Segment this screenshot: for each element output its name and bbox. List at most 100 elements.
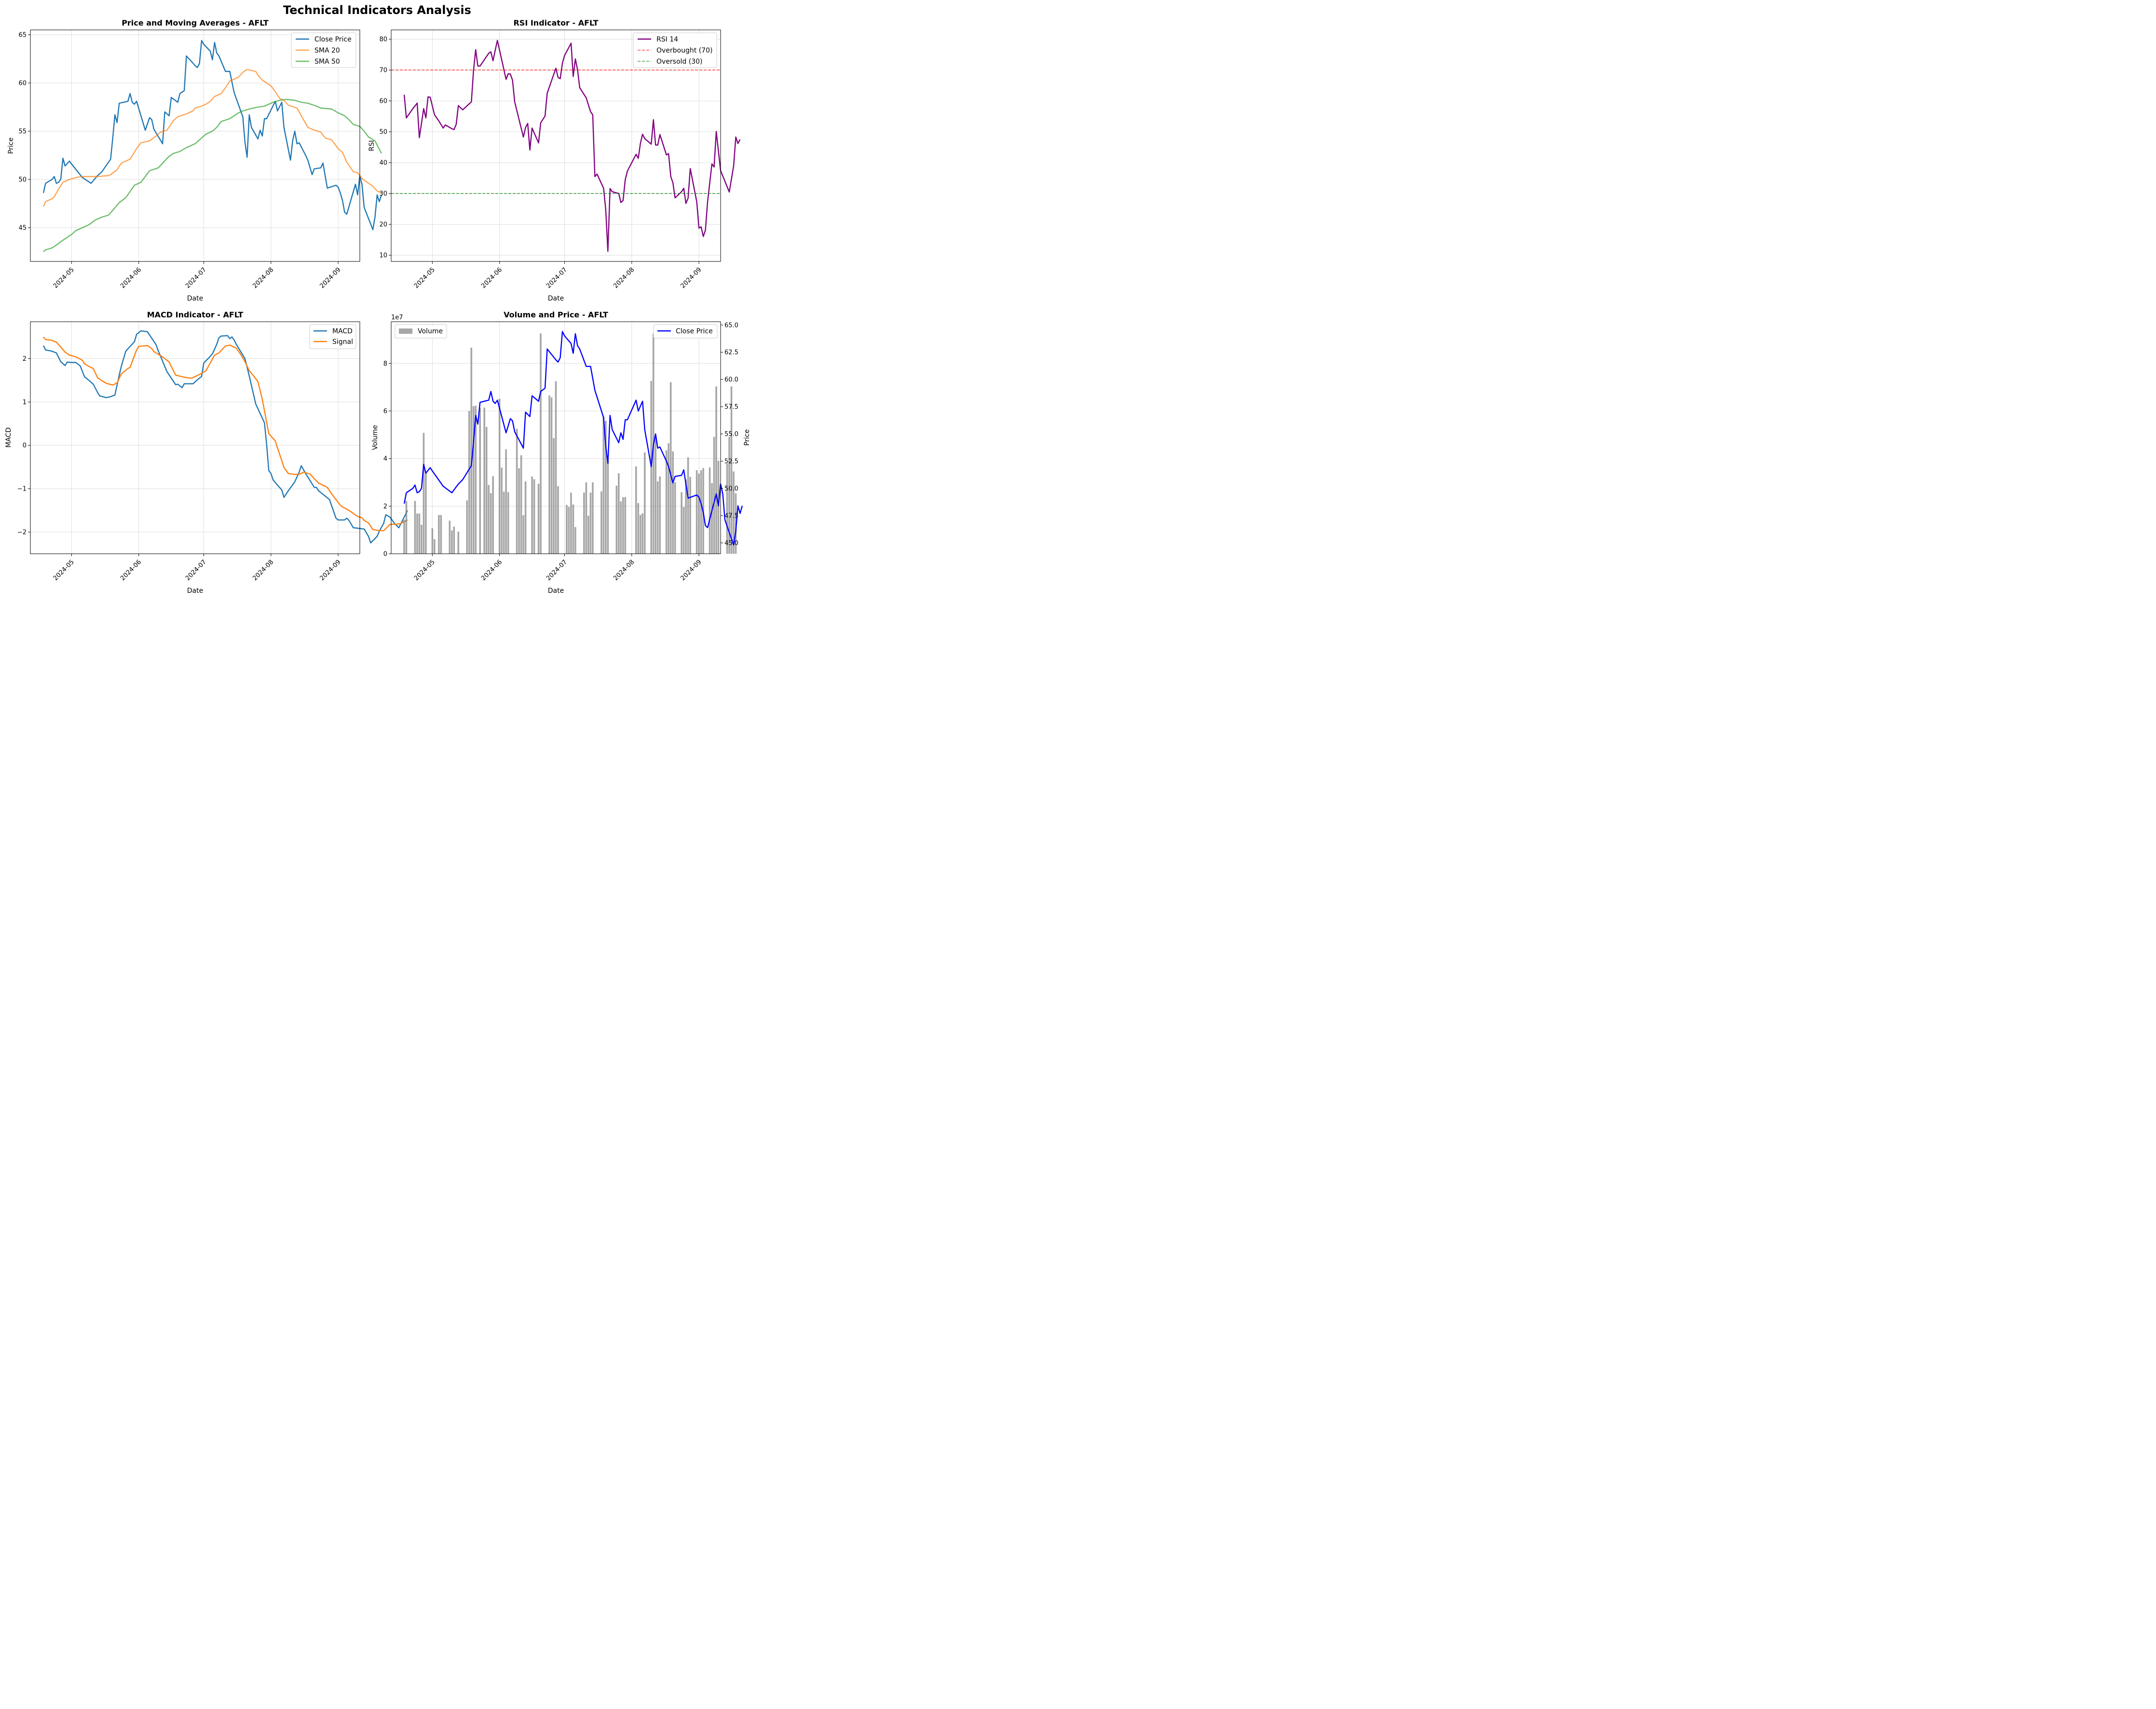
volume-bar <box>405 501 408 554</box>
price-ma-title: Price and Moving Averages - AFLT <box>122 18 269 27</box>
volume-bar <box>585 482 587 554</box>
price-right-ytick-label: 52.5 <box>724 458 738 465</box>
volume-bar <box>472 406 475 554</box>
price-ma-legend-box <box>291 32 356 68</box>
price-ytick-label: 60 <box>18 80 27 87</box>
volume-bar <box>620 501 622 554</box>
legend-swatch-volume <box>399 328 412 334</box>
price-right-ytick-label: 45.0 <box>724 540 738 547</box>
volume-close-price-series-line <box>403 331 743 546</box>
volume-bar <box>607 461 609 554</box>
volume-bar <box>423 433 425 554</box>
volume-bar <box>507 492 509 554</box>
macd-title: MACD Indicator - AFLT <box>147 310 244 319</box>
volume-bar <box>434 539 436 554</box>
volume-bar <box>466 500 468 554</box>
rsi-ytick-label: 20 <box>379 221 387 229</box>
volume-bar <box>656 481 659 554</box>
volume-bar <box>479 408 481 554</box>
volume-price-title: Volume and Price - AFLT <box>504 310 608 319</box>
volume-bar <box>615 485 618 554</box>
close-price-legend-box <box>653 324 718 339</box>
rsi-ytick-label: 60 <box>379 98 387 105</box>
volume-bar <box>687 457 689 554</box>
volume-bar <box>715 386 717 554</box>
volume-bar <box>416 513 418 554</box>
volume-bar <box>490 493 492 554</box>
volume-bar <box>733 471 735 554</box>
rsi-ytick-label: 10 <box>379 252 387 260</box>
volume-ytick-label: 8 <box>383 360 387 368</box>
volume-bar <box>418 513 421 554</box>
volume-legend-box <box>395 324 447 339</box>
volume-bar <box>520 455 522 554</box>
volume-bar <box>622 497 624 554</box>
volume-legend: Volume Close Price <box>395 324 718 339</box>
volume-bar <box>403 520 405 554</box>
macd-ylabel: MACD <box>5 427 13 448</box>
rsi-xlabel: Date <box>548 295 564 302</box>
price-right-ytick-label: 62.5 <box>724 349 738 356</box>
rsi-ytick-label: 50 <box>379 129 387 136</box>
volume-bar <box>700 470 702 554</box>
volume-bar <box>669 382 672 554</box>
macd-axes-frame <box>30 321 360 554</box>
volume-bar <box>533 479 535 554</box>
volume-bar <box>659 476 661 554</box>
price-right-ytick-label: 65.0 <box>724 322 738 329</box>
volume-bar <box>655 438 656 554</box>
macd-ytick-label: −1 <box>17 486 27 493</box>
price-ma-ylabel: Price <box>7 137 15 154</box>
legend-label-close-price-blue: Close Price <box>676 328 713 335</box>
volume-bar <box>696 470 698 554</box>
volume-bar <box>674 482 676 554</box>
volume-bar <box>672 451 674 554</box>
volume-bar <box>498 398 501 554</box>
rsi-rsi-14-series-line <box>403 40 741 252</box>
rsi-ytick-label: 80 <box>379 36 387 43</box>
volume-price-right-ylabel: Price <box>743 429 751 446</box>
volume-bar <box>668 443 669 554</box>
volume-bar <box>553 438 555 554</box>
volume-bar <box>685 479 687 554</box>
volume-bar <box>717 461 720 554</box>
volume-bar <box>449 520 451 554</box>
volume-bar <box>548 395 550 554</box>
legend-label-oversold: Oversold (30) <box>656 58 703 66</box>
volume-bar <box>550 397 553 554</box>
volume-bar <box>488 485 490 554</box>
volume-bar <box>711 483 713 554</box>
volume-bar <box>583 492 585 554</box>
legend-label-rsi-14: RSI 14 <box>656 36 678 43</box>
price-ma-legend: Close Price SMA 20 SMA 50 <box>291 32 356 68</box>
price-ma-axes-frame <box>30 29 360 262</box>
volume-bar <box>650 381 653 554</box>
volume-bar <box>505 449 507 554</box>
price-sma-50-series-line <box>43 98 382 252</box>
volume-offset-text: 1e7 <box>391 314 403 321</box>
volume-ytick-label: 0 <box>383 551 387 558</box>
volume-bar <box>713 437 715 554</box>
macd-ytick-label: 2 <box>23 355 27 363</box>
volume-bar <box>540 333 542 554</box>
volume-bar <box>730 386 733 554</box>
volume-bar <box>438 515 440 554</box>
volume-bar <box>639 515 641 554</box>
legend-label-volume: Volume <box>418 328 443 335</box>
volume-ytick-label: 2 <box>383 503 387 510</box>
volume-ytick-label: 4 <box>383 455 387 463</box>
volume-bar <box>492 476 494 554</box>
volume-bar <box>522 515 524 554</box>
legend-label-sma-20: SMA 20 <box>314 47 340 55</box>
volume-bar <box>451 530 453 554</box>
volume-bar <box>682 506 685 554</box>
volume-bar <box>600 491 602 554</box>
price-right-ytick-label: 60.0 <box>724 376 738 383</box>
macd-xlabel: Date <box>187 587 203 595</box>
volume-bar <box>735 493 737 554</box>
figure-title: Technical Indicators Analysis <box>283 3 471 17</box>
volume-bar <box>709 467 711 554</box>
legend-label-sma-50: SMA 50 <box>314 58 340 66</box>
volume-bar <box>421 524 423 554</box>
price-ytick-label: 45 <box>18 225 27 232</box>
